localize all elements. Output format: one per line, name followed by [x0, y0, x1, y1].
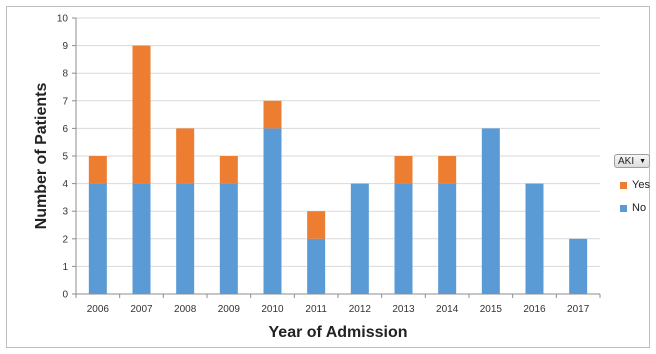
- axis-labels: 0 1 2 3 4 5 6 7 8 9 10 2006 2007 2008 2009 2010 2011 2012…: [33, 14, 590, 342]
- legend-filter-dropdown[interactable]: AKI ▼: [614, 154, 650, 168]
- legend-label-yes: Yes: [632, 179, 650, 191]
- legend-filter-label: AKI: [618, 155, 635, 167]
- x-tick-label: 2017: [567, 304, 590, 315]
- x-tick-label: 2008: [174, 304, 197, 315]
- chevron-down-icon: ▼: [639, 157, 646, 165]
- bar-no-2013: [394, 183, 413, 294]
- x-tick-label: 2016: [523, 304, 546, 315]
- bar-yes-2009: [219, 156, 238, 184]
- bar-no-2012: [350, 183, 369, 294]
- bar-no-2007: [132, 183, 151, 294]
- bar-no-2015: [481, 128, 500, 294]
- x-tick-label: 2012: [349, 304, 372, 315]
- y-tick-label: 8: [62, 69, 68, 80]
- bar-no-2008: [176, 183, 195, 294]
- bar-yes-2006: [88, 156, 107, 184]
- bar-no-2011: [307, 238, 326, 294]
- bar-yes-2008: [176, 128, 195, 184]
- bars: [88, 45, 588, 294]
- y-tick-label: 5: [62, 152, 68, 163]
- legend-swatch-yes: [620, 181, 627, 189]
- y-tick-label: 2: [62, 234, 68, 245]
- legend-item-no: No: [614, 202, 654, 214]
- y-tick-label: 6: [62, 124, 68, 135]
- axes: [72, 17, 601, 298]
- bar-yes-2007: [132, 45, 151, 184]
- bar-yes-2014: [438, 156, 457, 184]
- x-tick-label: 2014: [436, 304, 459, 315]
- bar-no-2014: [438, 183, 457, 294]
- legend-label-no: No: [632, 202, 647, 214]
- y-tick-label: 1: [62, 262, 68, 273]
- bar-yes-2010: [263, 100, 282, 129]
- bar-no-2016: [525, 183, 544, 294]
- bar-yes-2011: [307, 211, 326, 239]
- legend: AKI ▼ Yes No: [614, 154, 654, 214]
- y-axis-title: Number of Patients: [33, 83, 50, 230]
- x-tick-label: 2013: [392, 304, 415, 315]
- bar-no-2009: [219, 183, 238, 294]
- y-tick-label: 9: [62, 41, 68, 52]
- bar-no-2010: [263, 128, 282, 294]
- x-tick-label: 2010: [261, 304, 284, 315]
- y-tick-label: 7: [62, 96, 68, 107]
- legend-swatch-no: [620, 204, 627, 212]
- bar-no-2017: [569, 238, 588, 294]
- bar-no-2006: [88, 183, 107, 294]
- x-tick-label: 2006: [87, 304, 110, 315]
- gridlines: [76, 17, 600, 267]
- y-tick-label: 4: [62, 179, 68, 190]
- x-tick-label: 2009: [218, 304, 241, 315]
- x-tick-label: 2011: [305, 304, 327, 315]
- x-tick-label: 2007: [130, 304, 153, 315]
- x-axis-title: Year of Admission: [269, 324, 408, 341]
- y-tick-label: 0: [62, 290, 68, 301]
- y-tick-label: 10: [57, 14, 69, 25]
- legend-item-yes: Yes: [614, 179, 654, 191]
- x-tick-label: 2015: [480, 304, 503, 315]
- bar-yes-2013: [394, 156, 413, 184]
- y-tick-label: 3: [62, 207, 68, 218]
